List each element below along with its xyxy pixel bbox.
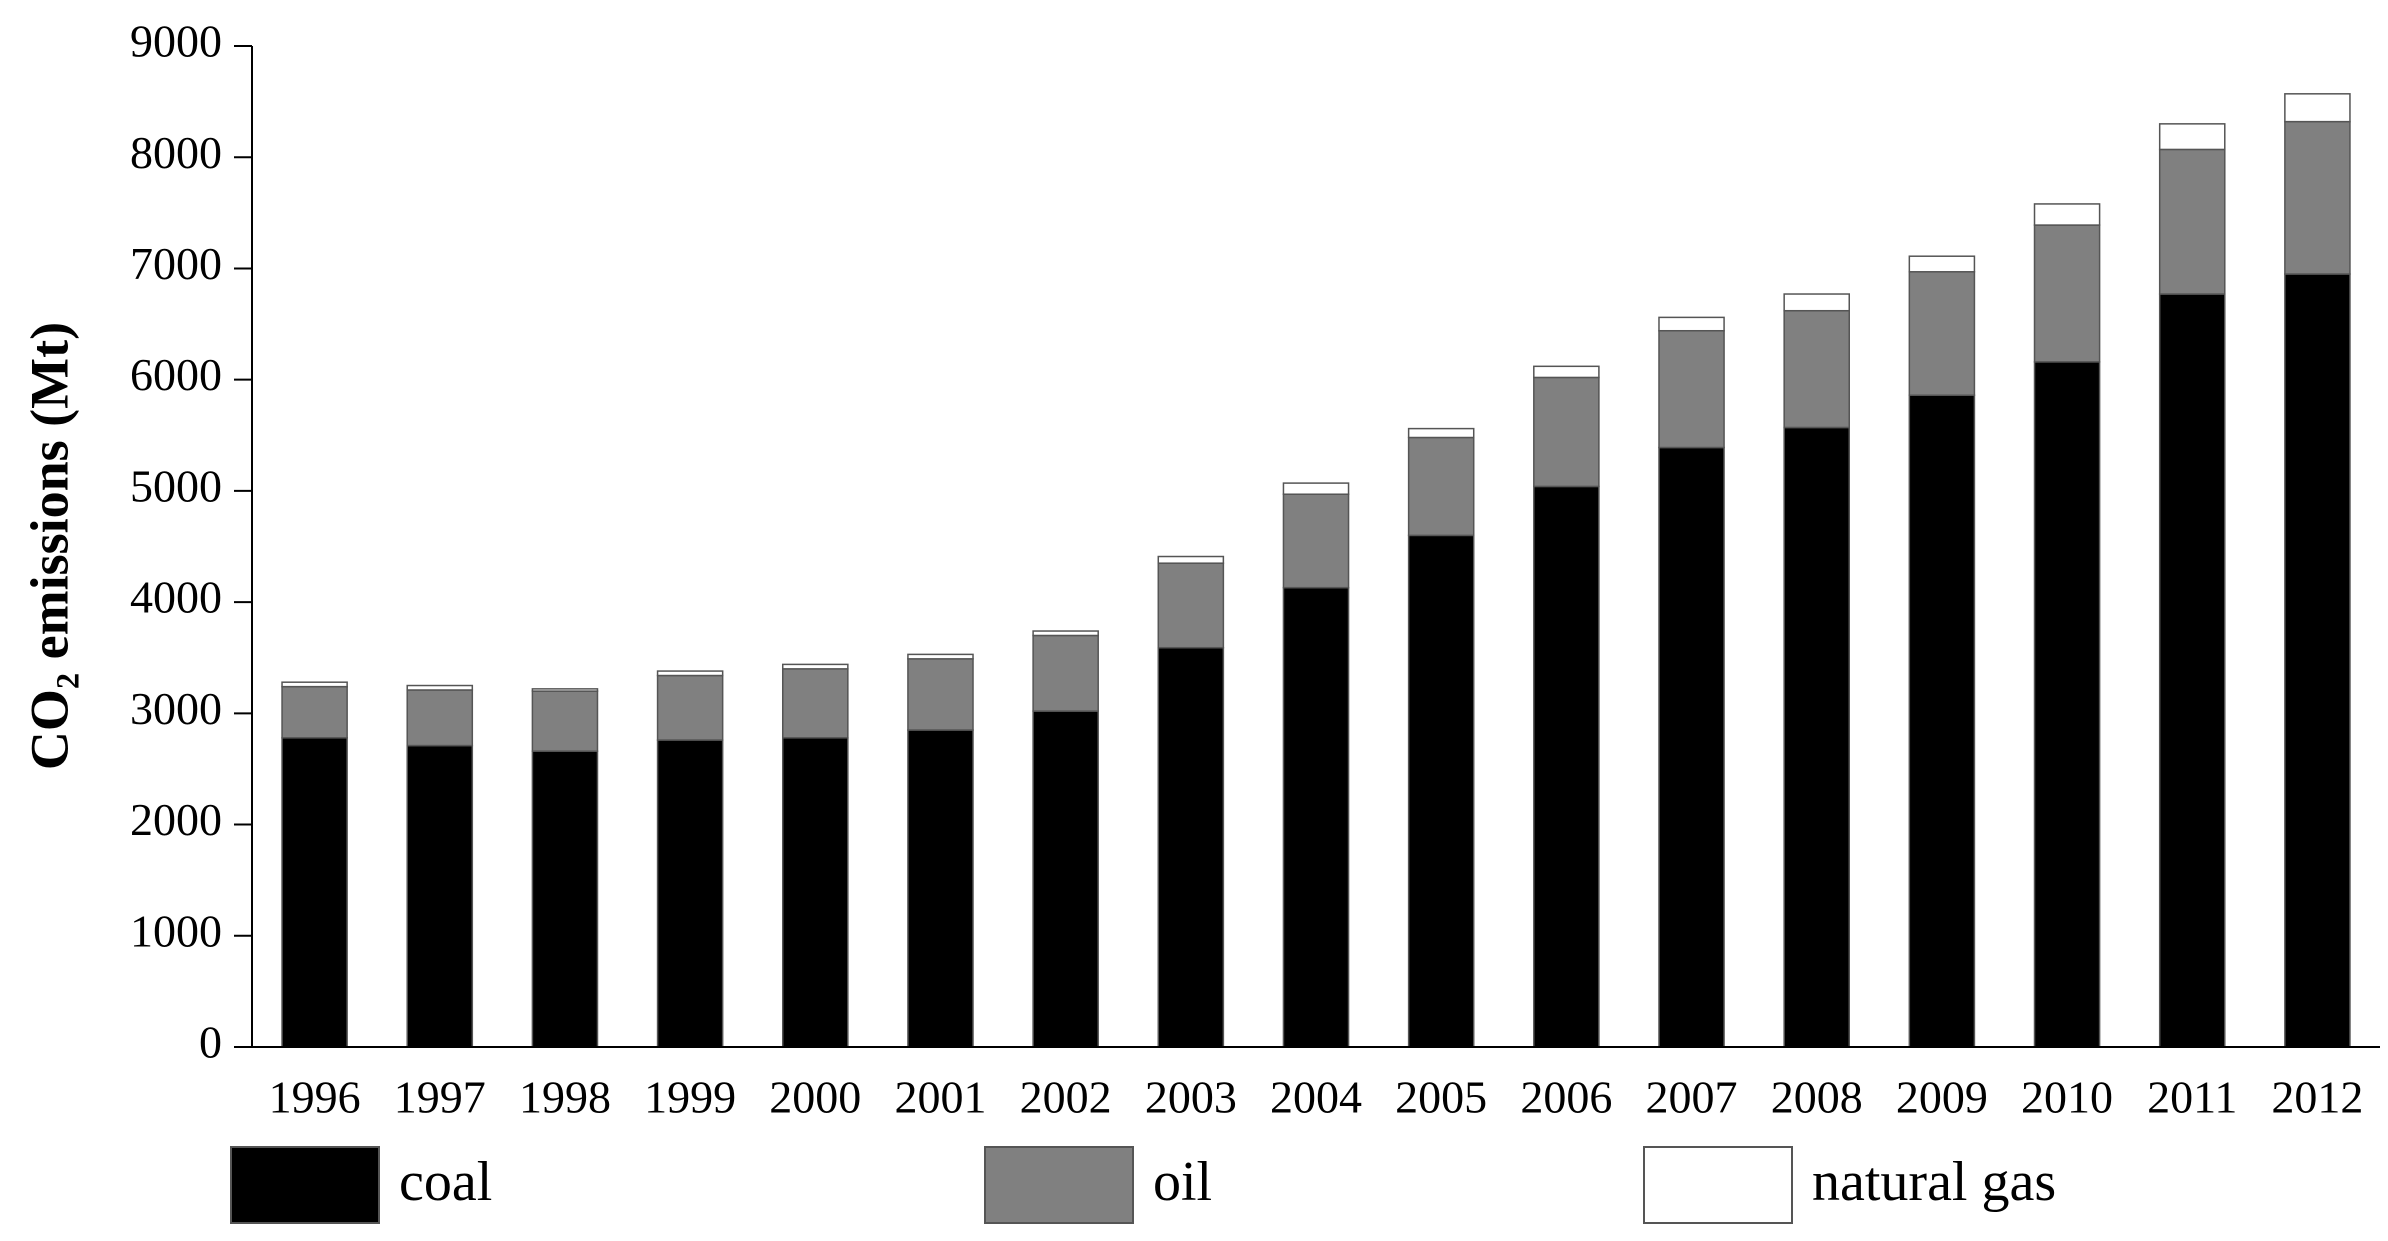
bar-segment <box>907 729 974 1048</box>
bar-segment <box>2033 203 2101 226</box>
bar-segment <box>1032 630 1099 637</box>
y-tick-label: 5000 <box>130 460 222 511</box>
bar-segment <box>1533 365 1600 379</box>
bar-segment <box>2033 224 2101 363</box>
legend-swatch <box>230 1146 380 1224</box>
bar-segment <box>1407 427 1475 439</box>
legend-label: oil <box>1153 1151 1212 1213</box>
bar-segment <box>781 737 849 1048</box>
bar-segment <box>656 739 724 1048</box>
legend-swatch <box>984 1146 1134 1224</box>
bar-segment <box>281 737 348 1048</box>
bar-segment <box>1533 376 1600 488</box>
bar-segment <box>2158 123 2226 151</box>
bar-segment <box>406 689 474 747</box>
bar-segment <box>1407 436 1475 537</box>
x-tick-label: 2005 <box>1395 1072 1487 1123</box>
bar-segment <box>281 685 348 739</box>
bar-segment <box>1407 534 1475 1048</box>
legend-label: coal <box>399 1151 492 1213</box>
x-tick-label: 2002 <box>1020 1072 1112 1123</box>
bar-segment <box>1157 646 1225 1048</box>
bar-segment <box>2284 93 2351 123</box>
x-tick-label: 1998 <box>519 1072 611 1123</box>
bar-segment <box>781 668 849 739</box>
bar-segment <box>2158 293 2226 1048</box>
bar-segment <box>531 688 599 692</box>
x-tick-label: 2007 <box>1646 1072 1738 1123</box>
bar-segment <box>1282 482 1350 495</box>
y-tick-label: 3000 <box>130 683 222 734</box>
bar-segment <box>531 690 599 752</box>
bar-segment <box>406 684 474 691</box>
x-tick-label: 2010 <box>2021 1072 2113 1123</box>
bar-segment <box>1908 255 1976 273</box>
x-tick-label: 2000 <box>769 1072 861 1123</box>
x-tick-label: 2012 <box>2271 1072 2363 1123</box>
y-tick-label: 8000 <box>130 127 222 178</box>
bar-segment <box>656 670 724 677</box>
bar-segment <box>656 674 724 741</box>
bar-segment <box>1908 394 1976 1048</box>
bar-segment <box>2158 148 2226 295</box>
bar-segment <box>2284 120 2351 275</box>
bar-segment <box>907 653 974 660</box>
bar-segment <box>1282 586 1350 1048</box>
bar-segment <box>1783 426 1851 1048</box>
x-tick-label: 2009 <box>1896 1072 1988 1123</box>
bar-segment <box>2284 273 2351 1048</box>
bar-segment <box>1783 309 1851 429</box>
legend-label: natural gas <box>1812 1151 2056 1213</box>
y-tick-label: 1000 <box>130 905 222 956</box>
bar-segment <box>1282 493 1350 589</box>
x-tick-label: 1996 <box>269 1072 361 1123</box>
x-tick-label: 2004 <box>1270 1072 1362 1123</box>
bar-segment <box>907 658 974 731</box>
bar-segment <box>1783 293 1851 312</box>
y-tick-label: 9000 <box>130 16 222 67</box>
bar-segment <box>1157 555 1225 564</box>
bar-segment <box>406 744 474 1048</box>
x-tick-label: 2008 <box>1771 1072 1863 1123</box>
y-axis-title: CO₂ emissions (Mt) <box>19 322 79 770</box>
y-tick-label: 6000 <box>130 349 222 400</box>
bar-segment <box>2033 361 2101 1048</box>
y-tick-label: 7000 <box>130 238 222 289</box>
x-tick-label: 2003 <box>1145 1072 1237 1123</box>
bar-segment <box>1157 562 1225 649</box>
legend-swatch <box>1643 1146 1793 1224</box>
x-tick-label: 1999 <box>644 1072 736 1123</box>
x-tick-label: 2011 <box>2147 1072 2237 1123</box>
bar-segment <box>281 681 348 688</box>
bar-segment <box>1032 634 1099 712</box>
bar-segment <box>1658 446 1725 1048</box>
bar-segment <box>1908 271 1976 396</box>
x-tick-label: 2006 <box>1520 1072 1612 1123</box>
bar-segment <box>1658 329 1725 449</box>
y-tick-label: 4000 <box>130 572 222 623</box>
bar-segment <box>1658 316 1725 332</box>
y-tick-label: 2000 <box>130 794 222 845</box>
bar-segment <box>1032 710 1099 1048</box>
y-tick-label: 0 <box>199 1017 222 1068</box>
bar-segment <box>1533 485 1600 1048</box>
x-tick-label: 1997 <box>394 1072 486 1123</box>
bar-segment <box>531 750 599 1048</box>
x-tick-label: 2001 <box>894 1072 986 1123</box>
bar-segment <box>781 663 849 670</box>
